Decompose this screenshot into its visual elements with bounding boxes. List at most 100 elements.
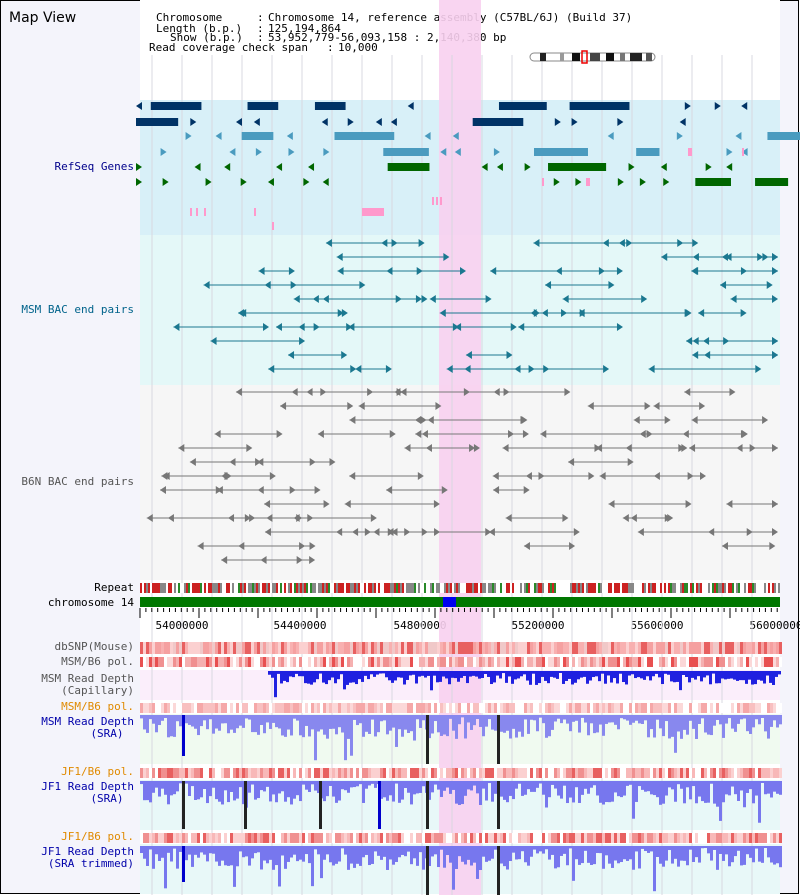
jf1-depth-trim-label[interactable]: JF1 Read Depth: [41, 845, 134, 858]
pol-cell: [581, 768, 584, 778]
gene-arrow: [298, 323, 305, 331]
sra-depth-bar: [389, 715, 392, 731]
sra-depth-bar: [602, 715, 605, 736]
pol-cell: [206, 703, 209, 713]
jf1-depth-sra-label[interactable]: JF1 Read Depth: [41, 780, 134, 793]
sra-depth-bar: [479, 715, 482, 727]
jf1-depth-bar: [515, 781, 518, 789]
pol-cell: [323, 768, 326, 778]
gene-arrow: [573, 528, 580, 536]
repeat-segment: [492, 583, 494, 593]
capillary-depth-bar: [274, 671, 277, 698]
pol-cell: [716, 703, 719, 713]
refseq-label[interactable]: RefSeq Genes: [54, 160, 134, 173]
jf1-trim-depth-bar: [779, 846, 782, 868]
sra-depth-bar: [290, 715, 293, 736]
jf1-depth-bar: [773, 781, 776, 792]
pol-cell: [413, 703, 416, 713]
gene-arrow: [136, 178, 142, 186]
dbsnp-cell: [266, 642, 269, 654]
pol-cell: [293, 703, 296, 713]
repeat-segment: [140, 583, 142, 593]
pol-cell: [611, 657, 614, 667]
dbsnp-cell: [740, 642, 743, 654]
gene-arrow: [493, 148, 500, 156]
repeat-segment: [642, 583, 644, 593]
pol-cell: [284, 833, 287, 843]
pol-cell: [209, 768, 212, 778]
msm-b6-pol-label-2[interactable]: MSM/B6 pol.: [61, 700, 134, 713]
pol-cell: [290, 768, 293, 778]
repeat-segment: [470, 583, 472, 593]
pol-cell: [674, 768, 677, 778]
sra-depth-bar: [521, 715, 524, 737]
pol-cell: [425, 833, 428, 843]
jf1-trim-depth-bar: [185, 846, 188, 861]
sra-depth-bar: [311, 715, 314, 730]
pol-cell: [602, 657, 605, 667]
pol-cell: [740, 833, 743, 843]
dbsnp-cell: [416, 642, 419, 654]
pol-cell: [338, 768, 341, 778]
repeat-segment: [152, 583, 154, 593]
jf1-trim-depth-bar: [365, 846, 368, 855]
pol-cell: [620, 657, 623, 667]
dbsnp-label[interactable]: dbSNP(Mouse): [54, 640, 134, 653]
jf1-trim-depth-bar: [161, 846, 164, 858]
pol-cell: [359, 657, 362, 667]
sra-depth-bar: [275, 715, 278, 728]
depth-spike: [182, 715, 185, 756]
pol-cell: [602, 703, 605, 713]
pol-cell: [689, 768, 692, 778]
repeat-segment: [354, 583, 356, 593]
capillary-depth-bar: [667, 671, 670, 675]
jf1-trim-depth-bar: [356, 846, 359, 864]
pol-cell: [734, 833, 737, 843]
pol-cell: [647, 768, 650, 778]
pol-cell: [704, 657, 707, 667]
dbsnp-cell: [689, 642, 692, 654]
gene-arrow: [308, 163, 315, 171]
repeat-segment: [760, 583, 762, 593]
dbsnp-cell: [728, 642, 731, 654]
pol-cell: [323, 657, 326, 667]
pol-cell: [458, 768, 461, 778]
pol-cell: [584, 768, 587, 778]
gene-arrow: [740, 430, 747, 438]
dbsnp-cell: [737, 642, 740, 654]
jf1-trim-depth-bar: [203, 846, 206, 855]
jf1-depth-bar: [215, 781, 218, 800]
jf1-trim-depth-bar: [317, 846, 320, 855]
pol-cell: [767, 703, 770, 713]
gene-arrow: [607, 132, 614, 140]
sra-depth-bar: [719, 715, 722, 725]
msm-bac-label[interactable]: MSM BAC end pairs: [21, 303, 134, 316]
pol-cell: [185, 657, 188, 667]
pol-cell: [356, 657, 359, 667]
coverage-sep: :: [327, 41, 334, 54]
msm-depth-capillary-label[interactable]: MSM Read Depth: [41, 672, 134, 685]
pol-cell: [236, 833, 239, 843]
capillary-depth-bar: [466, 671, 469, 684]
pol-cell: [590, 768, 593, 778]
sra-depth-bar: [305, 715, 308, 726]
repeat-segment: [272, 583, 274, 593]
pol-cell: [248, 768, 251, 778]
jf1-trim-depth-bar: [350, 846, 353, 864]
jf1-trim-depth-bar: [641, 846, 644, 849]
pol-cell: [161, 833, 164, 843]
jf1-depth-bar: [338, 781, 341, 801]
jf1-b6-pol-label-2[interactable]: JF1/B6 pol.: [61, 830, 134, 843]
pol-cell: [320, 768, 323, 778]
b6n-bac-label[interactable]: B6N BAC end pairs: [21, 475, 134, 488]
jf1-trim-depth-bar: [449, 846, 452, 863]
msm-b6-pol-label-1[interactable]: MSM/B6 pol.: [61, 655, 134, 668]
msm-depth-sra-label[interactable]: MSM Read Depth: [41, 715, 134, 728]
sra-depth-bar: [485, 715, 488, 727]
pol-cell: [680, 703, 683, 713]
pol-cell: [683, 833, 686, 843]
dbsnp-cell: [614, 642, 617, 654]
jf1-b6-pol-label-1[interactable]: JF1/B6 pol.: [61, 765, 134, 778]
repeat-segment: [340, 583, 342, 593]
